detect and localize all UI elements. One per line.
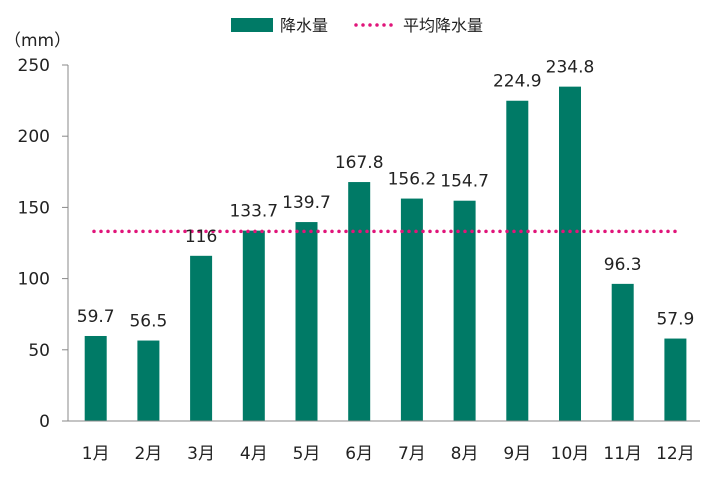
bar-value-label: 156.2 [388,170,437,190]
bar-value-label: 167.8 [335,153,384,173]
bar [190,255,213,421]
x-axis: 1月 2月 3月 4月 5月 6月 7月 8月 9月 10月 11月 12月 [68,420,700,464]
x-tick-label: 10月 [551,444,590,464]
x-tick-label: 2月 [134,444,162,464]
y-tick-label: 100 [18,270,50,290]
bar [400,198,423,421]
y-tick-label: 0 [39,412,50,432]
y-tick-label: 200 [18,127,50,147]
bar [295,222,318,421]
bar-series [84,86,687,421]
x-tick-label: 1月 [82,444,110,464]
bar-value-label: 133.7 [229,202,278,222]
bar-value-label: 154.7 [440,172,489,192]
y-tick-label: 150 [18,198,50,218]
bar [453,200,476,421]
bar [506,100,529,421]
x-tick-label: 4月 [240,444,268,464]
bar [348,182,371,421]
bar-value-label: 57.9 [656,310,694,330]
y-axis: 0 50 100 150 200 250 [18,56,69,432]
bar [611,283,634,421]
x-tick-label: 6月 [345,444,373,464]
x-tick-label: 12月 [656,444,695,464]
bar-value-label: 224.9 [493,72,542,92]
bar-value-label: 56.5 [129,312,167,332]
bar [559,86,581,421]
x-tick-label: 11月 [603,444,642,464]
x-tick-label: 8月 [451,444,479,464]
bar-value-label: 234.8 [546,58,595,78]
bar [664,338,687,421]
legend-label-bars: 降水量 [280,16,328,35]
chart-legend: 降水量 平均降水量 [231,16,483,35]
bar [84,335,107,421]
x-tick-label: 9月 [503,444,531,464]
x-tick-label: 5月 [293,444,321,464]
bar [137,340,160,421]
bar-value-label: 96.3 [604,255,642,275]
x-tick-label: 7月 [398,444,426,464]
bar-value-label: 139.7 [282,193,331,213]
y-tick-label: 50 [28,341,50,361]
y-tick-label: 250 [18,56,50,76]
x-tick-label: 3月 [187,444,215,464]
legend-swatch-bars [231,18,273,32]
y-axis-unit-label: （mm） [4,31,71,51]
bar [242,230,265,421]
bar-value-label: 116 [185,227,217,247]
legend-label-average-line: 平均降水量 [403,16,483,35]
bar-value-label: 59.7 [77,307,115,327]
